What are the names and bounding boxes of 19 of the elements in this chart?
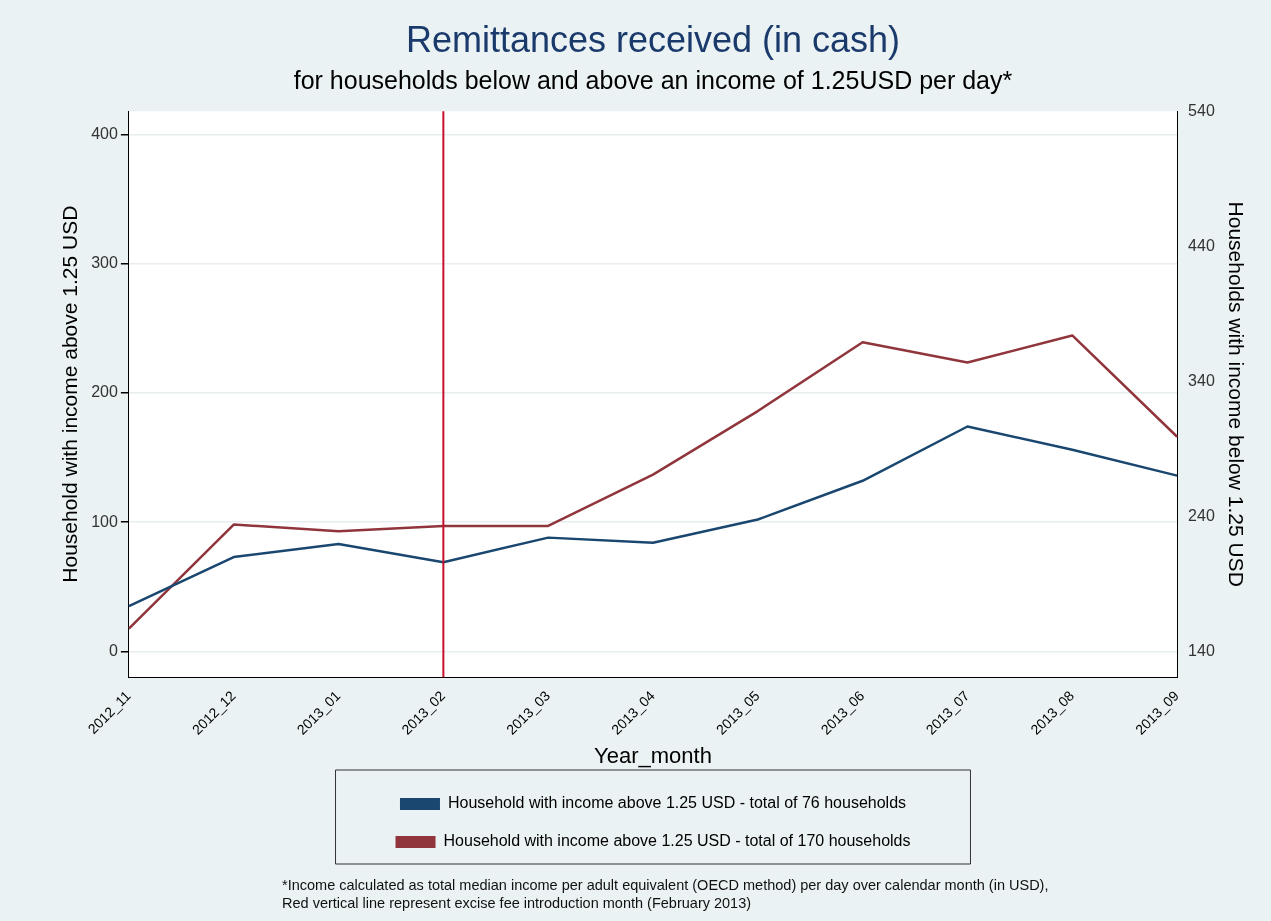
y2-tick-label: 540	[1188, 101, 1215, 119]
text: *Income calculated as total median income per adult equivalent (OECD method) per day over calendar month (in USD),	[282, 876, 1049, 894]
legend-label: Household with income above 1.25 USD - total of 76 households	[447, 794, 907, 812]
y2-tick-label: 340	[1188, 371, 1215, 389]
y-tick-label: 400	[91, 124, 118, 142]
y2-axis-title: Households with income below 1.25 USD	[1224, 201, 1248, 587]
y-tick-label: 100	[91, 512, 118, 530]
y-tick-label: 0	[108, 641, 118, 659]
y-tick-label: 200	[91, 383, 118, 401]
chart-title: Remittances received (in cash)	[405, 18, 901, 60]
y-tick-label: 300	[91, 254, 118, 272]
y2-tick-label: 240	[1188, 506, 1215, 524]
x-axis-title: Year_month	[594, 742, 712, 768]
chart-subtitle: for households below and above an income of 1.25USD per day*	[293, 66, 1013, 95]
legend-label: Household with income above 1.25 USD - total of 170 households	[443, 832, 911, 850]
y-axis-title: Household with income above 1.25 USD	[58, 205, 82, 583]
y2-tick-label: 140	[1188, 641, 1215, 659]
y2-tick-label: 440	[1188, 236, 1215, 254]
text: Red vertical line represent excise fee introduction month (February 2013)	[282, 894, 753, 912]
